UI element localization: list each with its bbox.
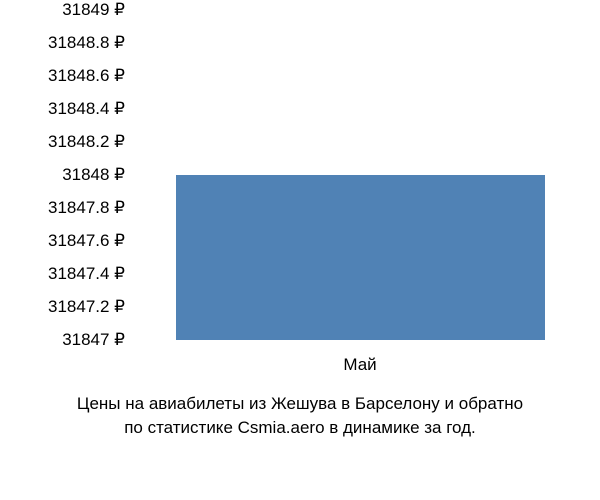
y-tick-label: 31848 ₽ (62, 165, 125, 185)
y-tick-label: 31847.6 ₽ (48, 231, 125, 251)
y-tick-label: 31847.8 ₽ (48, 198, 125, 218)
plot-area (135, 10, 585, 340)
chart-caption: Цены на авиабилеты из Жешува в Барселону… (0, 392, 600, 440)
y-tick-label: 31847.4 ₽ (48, 264, 125, 284)
y-tick-label: 31847.2 ₽ (48, 297, 125, 317)
y-tick-label: 31848.4 ₽ (48, 99, 125, 119)
y-tick-label: 31848.2 ₽ (48, 132, 125, 152)
y-tick-label: 31848.8 ₽ (48, 33, 125, 53)
caption-line-2: по статистике Csmia.aero в динамике за г… (0, 416, 600, 440)
y-tick-label: 31847 ₽ (62, 330, 125, 350)
x-tick-label: Май (343, 355, 376, 375)
caption-line-1: Цены на авиабилеты из Жешува в Барселону… (0, 392, 600, 416)
y-tick-label: 31849 ₽ (62, 0, 125, 20)
y-tick-label: 31848.6 ₽ (48, 66, 125, 86)
bar (176, 175, 545, 340)
chart-container: 31849 ₽ 31848.8 ₽ 31848.6 ₽ 31848.4 ₽ 31848.… (0, 0, 600, 500)
